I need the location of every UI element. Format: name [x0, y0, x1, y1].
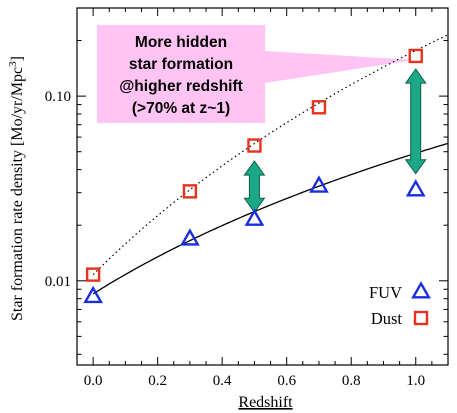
- x-axis-label: Redshift: [238, 394, 293, 411]
- legend: FUV Dust: [369, 281, 431, 328]
- callout-line: (>70% at z~1): [132, 100, 230, 117]
- fuv-data-point: [309, 175, 329, 193]
- data-markers: [83, 48, 426, 304]
- chart-text: 0.0 0.2 0.4 0.6 0.8 1.0 0.01 0.10 Redshift Star f…: [7, 56, 425, 411]
- annotation-callout: More hidden star formation @higher redshif…: [97, 25, 414, 123]
- x-tick-label: 0.8: [342, 373, 361, 389]
- x-tick-label: 1.0: [406, 373, 425, 389]
- dust-data-point: [408, 48, 423, 64]
- plot-frame: [76, 7, 449, 366]
- y-tick-label: 0.10: [45, 89, 71, 105]
- dust-data-point: [247, 138, 262, 153]
- legend-label: Dust: [371, 309, 403, 328]
- difference-arrow: [404, 68, 427, 175]
- callout-line: @higher redshift: [119, 78, 243, 95]
- y-tick-label: 0.01: [45, 274, 71, 290]
- x-tick-label: 0.2: [148, 373, 167, 389]
- difference-arrows: [243, 68, 427, 214]
- x-tick-label: 0.0: [84, 373, 103, 389]
- fuv-data-point: [244, 208, 265, 226]
- fuv-fit-curve: [92, 142, 449, 295]
- fuv-data-point: [180, 228, 200, 246]
- x-tick-label: 0.6: [277, 373, 296, 389]
- x-tick-label: 0.4: [213, 373, 232, 389]
- dust-data-point: [85, 267, 101, 282]
- callout-pointer: [265, 51, 414, 83]
- legend-dust-marker: [413, 310, 429, 326]
- callout-box: [97, 25, 265, 123]
- fuv-data-point: [83, 285, 104, 304]
- callout-line: More hidden: [135, 34, 227, 51]
- fit-curves: [92, 34, 449, 295]
- dust-data-point: [311, 100, 327, 115]
- axes: [76, 7, 449, 366]
- dust-data-point: [182, 184, 198, 199]
- fuv-data-point: [405, 179, 426, 197]
- difference-arrow: [243, 160, 266, 214]
- callout-line: star formation: [129, 56, 233, 73]
- y-axis-label: Star formation rate density [Mo/yr/Mpc3]: [7, 56, 26, 321]
- legend-label: FUV: [369, 283, 402, 302]
- legend-fuv-marker: [411, 281, 431, 299]
